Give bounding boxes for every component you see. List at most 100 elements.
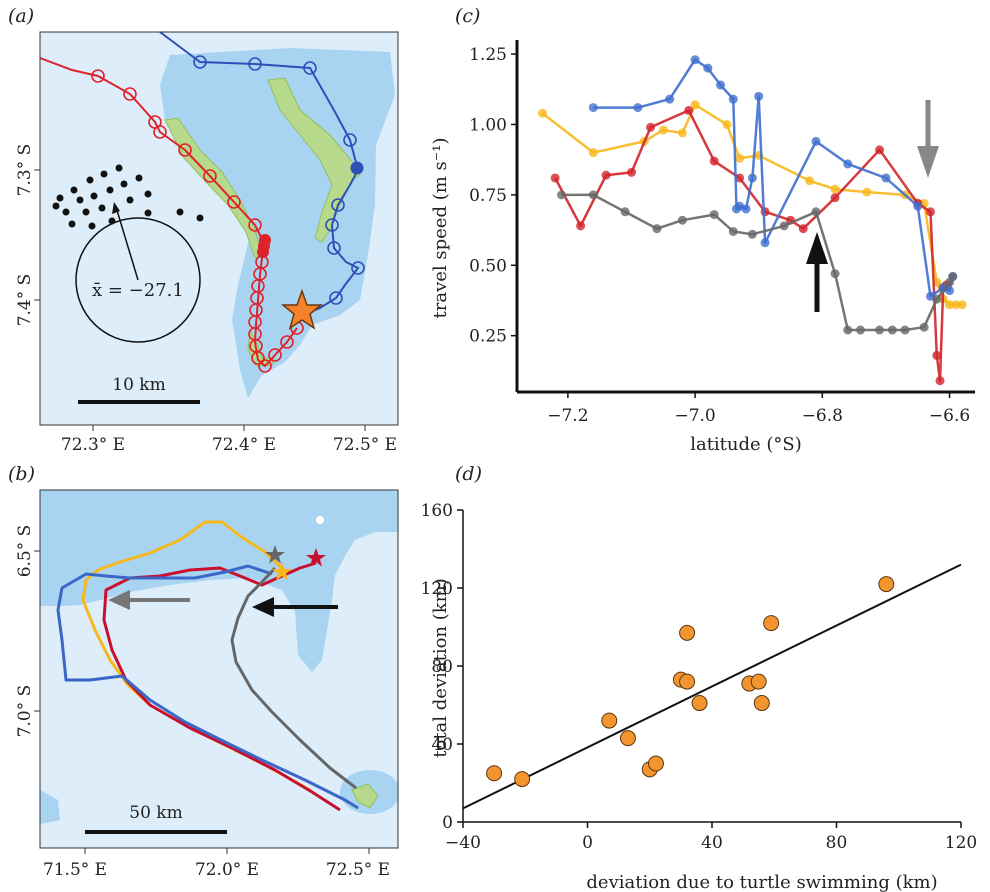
release-star-a [280,288,324,330]
chart-c-point-2 [747,173,757,183]
chart-c-point-3 [843,325,853,335]
chart-d-ytick-label: 120 [421,579,453,599]
grey-arrow-b [108,590,190,610]
chart-c-point-1 [709,156,719,166]
lon-label-b-0: 71.5° E [43,860,107,880]
chart-c-point-3 [919,322,929,332]
chart-c-point-3 [728,226,738,236]
black-arrow-c [806,232,828,312]
map-b-atoll-land [351,783,379,809]
chart-c-point-1 [684,105,694,115]
chart-c-ytick-label: 1.00 [469,115,507,135]
map-b-islet [316,516,324,524]
map-a-lagoon [160,48,395,398]
chart-c-point-0 [805,176,815,186]
mean-angle-label: x̄ = −27.1 [92,280,184,301]
chart-c-point-2 [913,201,923,211]
chart-c-point-1 [935,376,945,386]
chart-c-series-line-1 [554,109,948,382]
map-b-bank [40,490,398,672]
scale-label-b: 50 km [129,803,182,823]
map-b-shoal-west [40,790,60,824]
lat-label-a-1: 7.4° S [15,274,35,327]
lat-label-b-1: 7.0° S [15,685,35,738]
panel-label-c: (c) [455,5,480,27]
chart-c-ytick-label: 0.75 [469,186,507,206]
chart-c-point-3 [856,325,865,335]
scale-label-a: 10 km [112,375,165,395]
chart-c-point-1 [875,145,885,155]
chart-c-point-1 [830,193,840,203]
chart-d-point [691,695,708,712]
chart-c-point-3 [948,272,958,282]
lon-label-b-2: 72.5° E [326,860,390,880]
chart-c-point-3 [709,210,719,220]
chart-d-point [514,771,531,788]
chart-d-point [750,673,767,690]
lat-label-a-0: 7.3° S [15,144,35,197]
chart-d-ytick-label: 40 [431,735,453,755]
chart-c-point-2 [633,103,643,113]
chart-c: 0.25 0.50 0.75 1.00 1.25 −7.2 −7.0 −6.8 −6.6 lat… [430,40,975,455]
chart-c-plot: 0.25 0.50 0.75 1.00 1.25 −7.2 −7.0 −6.8 −6.6 [469,40,975,426]
chart-c-point-1 [735,173,745,183]
chart-c-ylabel: travel speed (m s⁻¹) [430,138,451,319]
chart-c-point-3 [620,207,630,217]
chart-c-point-0 [658,125,668,135]
chart-c-point-1 [627,167,636,177]
chart-c-point-3 [557,190,567,200]
chart-d-xtick-label: 80 [826,833,848,853]
chart-d-point [679,673,696,690]
chart-d-point [679,624,696,641]
track-red-b [102,561,341,812]
chart-c-point-1 [932,350,942,360]
chart-c-point-2 [881,173,891,183]
chart-c-point-0 [951,300,961,310]
panel-label-b: (b) [8,463,35,485]
chart-c-point-3 [900,325,910,335]
orientation-circle [75,217,201,343]
orientation-dots [52,164,204,230]
chart-c-point-0 [722,119,732,129]
chart-d-ylabel: total deviation (km) [430,578,451,758]
mean-vector [115,206,139,281]
lat-label-b-0: 6.5° S [15,525,35,578]
track-grey-b [230,566,357,790]
chart-c-point-2 [665,94,675,104]
chart-c-point-3 [588,190,598,200]
track-blue-points [193,55,365,305]
chart-c-xlabel: latitude (°S) [690,434,802,455]
chart-d-xtick-label: 120 [945,833,977,853]
chart-d-point [753,695,770,712]
chart-c-ytick-label: 1.25 [469,45,507,65]
chart-c-point-2 [754,91,764,101]
chart-c-xtick-label: −6.8 [802,406,843,426]
chart-d-xtick-label: −40 [445,833,481,853]
chart-c-ytick-label: 0.50 [469,256,507,276]
chart-d-xtick-label: 40 [701,833,723,853]
lon-label-b-1: 72.0° E [195,860,259,880]
map-a-frame [39,31,399,426]
chart-d-xlabel: deviation due to turtle swimming (km) [586,872,937,892]
chart-c-point-0 [690,100,700,110]
chart-d-ytick-label: 160 [421,501,453,521]
release-star-gold [272,562,292,581]
chart-c-point-2 [690,55,700,65]
chart-d-ytick-label: 80 [431,657,453,677]
chart-c-point-0 [945,300,955,310]
chart-c-point-1 [925,207,935,217]
panel-b-map: 50 km 71.5° E 72.0° E 72.5° E 6.5° S 7.0… [15,489,399,880]
chart-c-point-2 [716,80,726,90]
chart-c-point-3 [779,221,789,231]
chart-d-point [619,730,636,747]
chart-c-point-3 [830,269,840,279]
chart-c-point-3 [875,325,885,335]
chart-c-point-3 [652,224,662,234]
chart-c-series-line-0 [541,103,963,306]
chart-c-point-3 [887,325,897,335]
panel-label-a: (a) [8,5,34,27]
chart-c-point-2 [728,94,738,104]
chart-c-point-1 [601,170,611,180]
chart-c-point-0 [957,300,967,310]
